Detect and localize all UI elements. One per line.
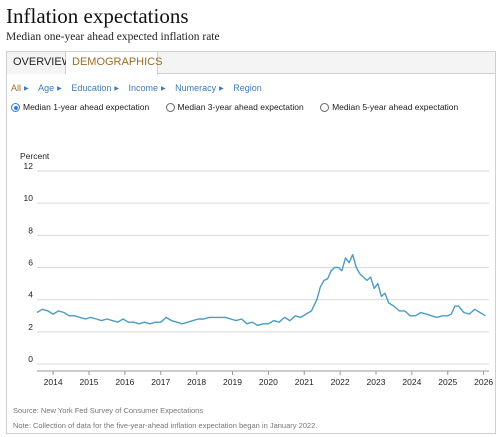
radio-5-year[interactable]: Median 5-year ahead expectation bbox=[320, 102, 458, 112]
y-tick-label: 6 bbox=[28, 258, 33, 268]
y-tick-label: 4 bbox=[28, 290, 33, 300]
x-tick-label: 2014 bbox=[44, 377, 63, 387]
line-chart: Percent 0 2 4 6 8 10 12 2014 2015 2016 2017 2018 20… bbox=[20, 151, 493, 387]
expectation-radio-group: Median 1-year ahead expectation Median 3… bbox=[11, 102, 472, 112]
page-subtitle: Median one-year ahead expected inflation… bbox=[6, 31, 220, 43]
x-tick-label: 2018 bbox=[187, 377, 206, 387]
caret-right-icon: ▶ bbox=[161, 86, 166, 92]
filter-bar: All ▶ Age ▶ Education ▶ Income ▶ Numeracy ▶ R… bbox=[11, 83, 269, 93]
filter-all[interactable]: All ▶ bbox=[11, 83, 29, 93]
filter-education-label: Education bbox=[71, 83, 112, 93]
filter-all-label: All bbox=[11, 83, 22, 93]
caret-right-icon: ▶ bbox=[24, 86, 29, 92]
tab-bar: OVERVIEW DEMOGRAPHICS bbox=[7, 52, 495, 75]
radio-3-year[interactable]: Median 3-year ahead expectation bbox=[165, 102, 304, 112]
filter-region-label: Region bbox=[233, 83, 262, 93]
x-tick-label: 2022 bbox=[331, 377, 350, 387]
radio-1-year[interactable]: Median 1-year ahead expectation bbox=[11, 102, 149, 112]
radio-unchecked-icon bbox=[320, 103, 330, 112]
caret-right-icon: ▶ bbox=[219, 86, 224, 92]
x-tick-label: 2020 bbox=[259, 377, 278, 387]
x-tick-label: 2026 bbox=[474, 377, 493, 387]
x-tick-label: 2019 bbox=[223, 377, 242, 387]
filter-numeracy-label: Numeracy bbox=[175, 83, 217, 93]
collection-note: Note: Collection of data for the five-ye… bbox=[13, 421, 318, 430]
x-tick-label: 2017 bbox=[151, 377, 170, 387]
radio-1-year-label: Median 1-year ahead expectation bbox=[23, 102, 150, 112]
x-tick-label: 2025 bbox=[438, 377, 457, 387]
y-tick-label: 8 bbox=[28, 225, 33, 235]
filter-education[interactable]: Education ▶ bbox=[71, 83, 119, 93]
filter-age[interactable]: Age ▶ bbox=[38, 83, 62, 93]
tab-demographics[interactable]: DEMOGRAPHICS bbox=[66, 52, 162, 75]
y-tick-label: 10 bbox=[24, 193, 34, 203]
y-tick-label: 2 bbox=[28, 322, 33, 332]
filter-age-label: Age bbox=[38, 83, 55, 93]
chart-panel: OVERVIEW DEMOGRAPHICS All ▶ Age ▶ Educatio… bbox=[6, 51, 496, 434]
caret-right-icon: ▶ bbox=[114, 86, 119, 92]
tab-overview[interactable]: OVERVIEW bbox=[7, 52, 72, 74]
radio-checked-icon bbox=[11, 103, 20, 112]
x-tick-label: 2021 bbox=[295, 377, 314, 387]
x-tick-label: 2016 bbox=[115, 377, 134, 387]
source-note: Source: New York Fed Survey of Consumer … bbox=[13, 406, 204, 415]
series-line bbox=[36, 253, 486, 327]
radio-5-year-label: Median 5-year ahead expectation bbox=[332, 102, 459, 112]
y-axis-label: Percent bbox=[20, 151, 50, 161]
page-title: Inflation expectations bbox=[6, 4, 189, 28]
caret-right-icon: ▶ bbox=[57, 86, 62, 92]
radio-unchecked-icon bbox=[165, 103, 175, 112]
filter-numeracy[interactable]: Numeracy ▶ bbox=[175, 83, 224, 93]
x-tick-label: 2024 bbox=[402, 377, 421, 387]
radio-3-year-label: Median 3-year ahead expectation bbox=[177, 102, 304, 112]
x-tick-label: 2015 bbox=[80, 377, 99, 387]
y-tick-label: 12 bbox=[24, 161, 34, 171]
filter-region[interactable]: Region bbox=[233, 83, 262, 93]
filter-income[interactable]: Income ▶ bbox=[128, 83, 165, 93]
y-tick-label: 0 bbox=[28, 354, 33, 364]
filter-income-label: Income bbox=[128, 83, 158, 93]
x-tick-label: 2023 bbox=[367, 377, 386, 387]
